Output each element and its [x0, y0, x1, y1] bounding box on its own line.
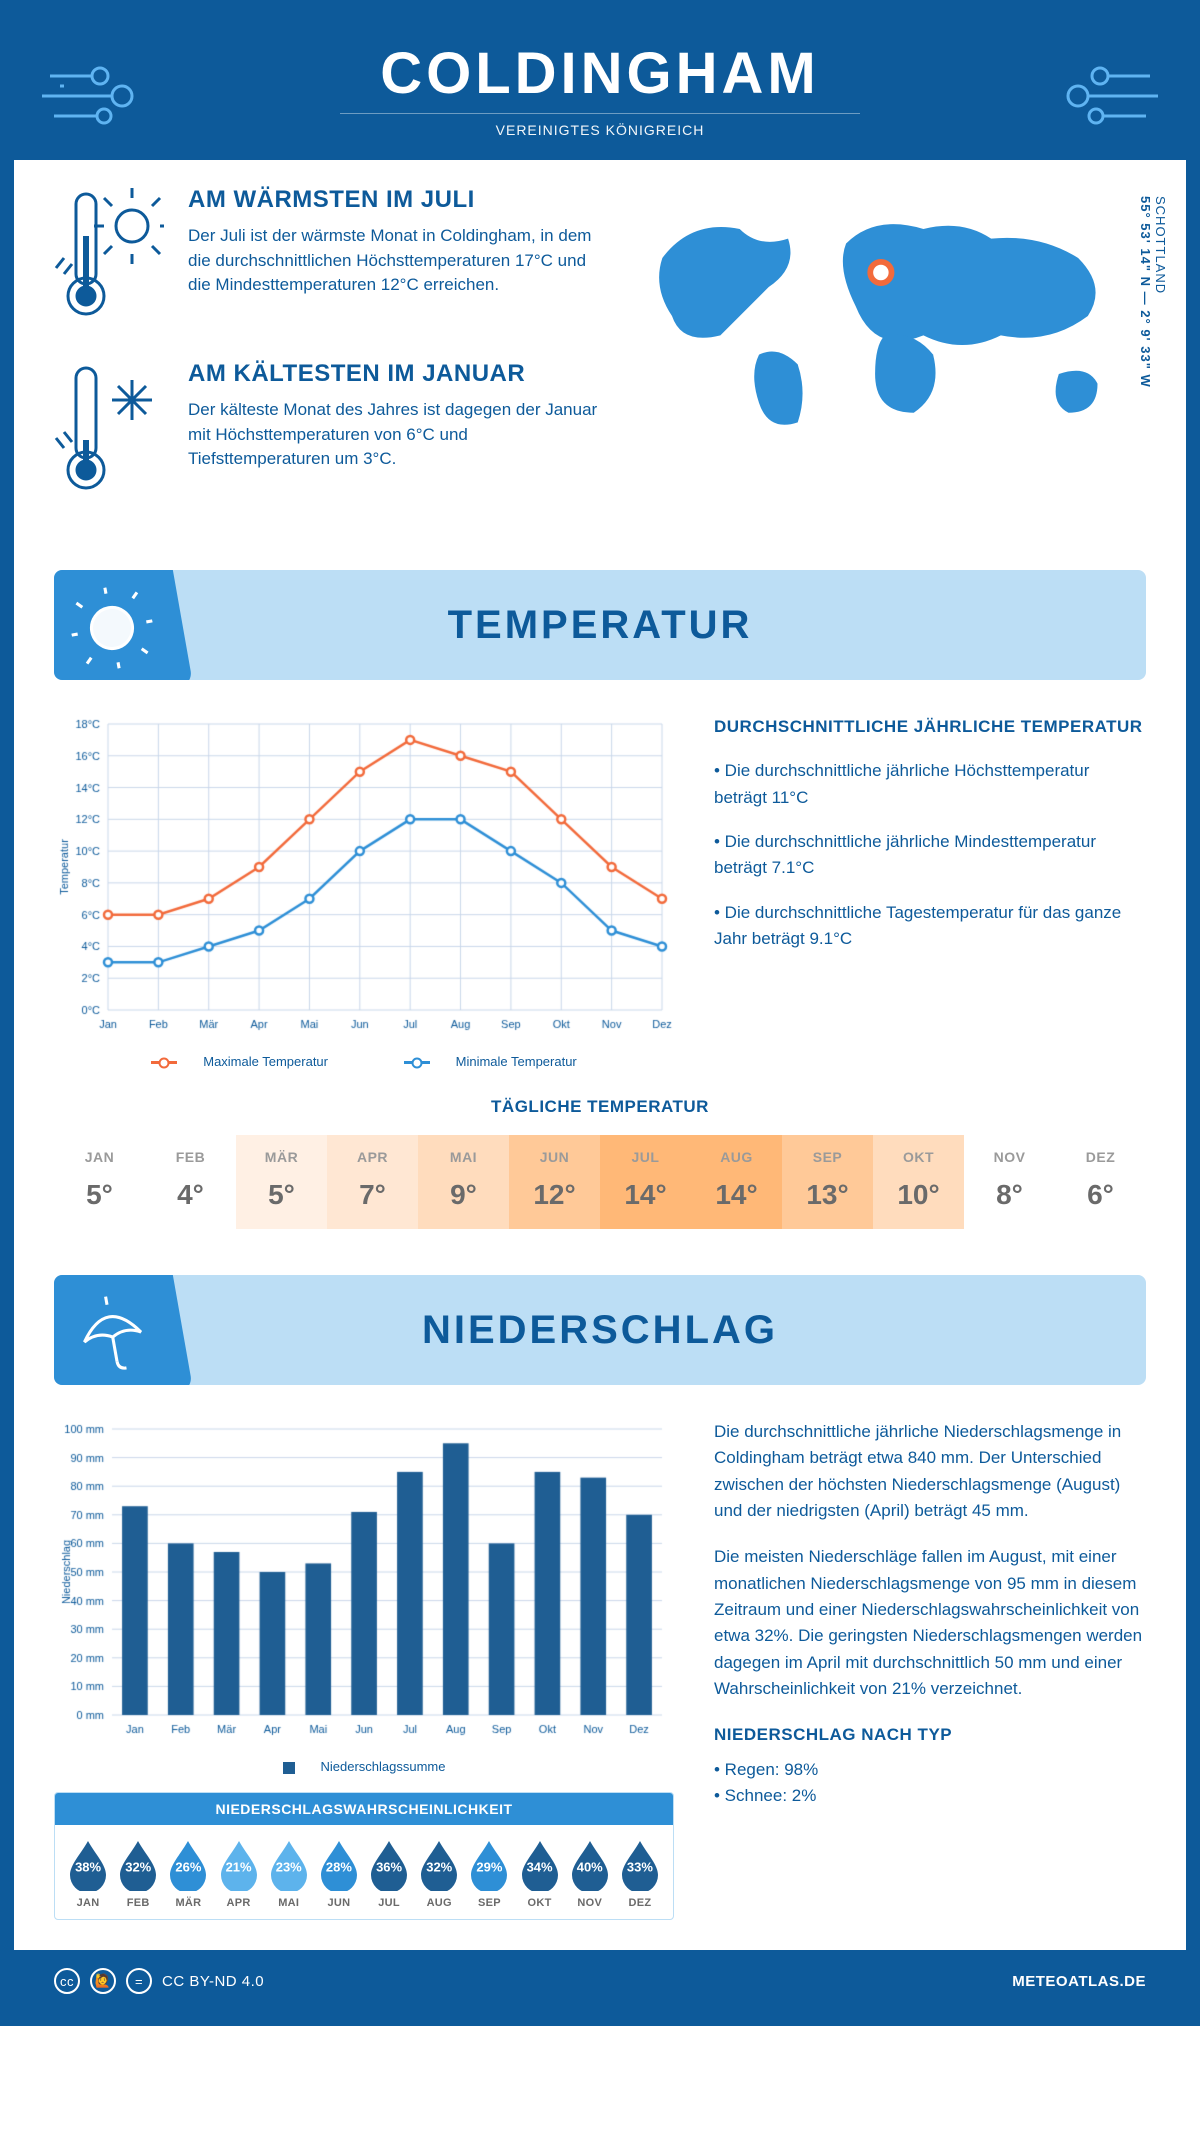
prob-cell: 33%DEZ — [615, 1839, 665, 1909]
prob-cell: 32%FEB — [113, 1839, 163, 1909]
cold-title: AM KÄLTESTEN IM JANUAR — [188, 360, 607, 388]
daily-cell: DEZ6° — [1055, 1135, 1146, 1229]
header: COLDINGHAM VEREINIGTES KÖNIGREICH — [14, 14, 1186, 160]
daily-cell: AUG14° — [691, 1135, 782, 1229]
daily-temp-table: JAN5°FEB4°MÄR5°APR7°MAI9°JUN12°JUL14°AUG… — [54, 1135, 1146, 1229]
daily-cell: JAN5° — [54, 1135, 145, 1229]
prob-cell: 23%MAI — [264, 1839, 314, 1909]
prob-cell: 38%JAN — [63, 1839, 113, 1909]
prob-cell: 28%JUN — [314, 1839, 364, 1909]
page-title: COLDINGHAM — [340, 40, 860, 114]
umbrella-icon — [65, 1286, 160, 1381]
prob-cell: 26%MÄR — [163, 1839, 213, 1909]
daily-cell: JUN12° — [509, 1135, 600, 1229]
daily-cell: NOV8° — [964, 1135, 1055, 1229]
prob-cell: 36%JUL — [364, 1839, 414, 1909]
temperature-chart: Maximale Temperatur Minimale Temperatur — [54, 714, 674, 1069]
world-map — [643, 186, 1146, 446]
sun-icon — [65, 581, 160, 676]
coldest-block: AM KÄLTESTEN IM JANUAR Der kälteste Mona… — [54, 360, 607, 500]
by-icon: 🙋 — [90, 1968, 116, 1994]
precip-chart — [54, 1419, 674, 1749]
prob-cell: 29%SEP — [464, 1839, 514, 1909]
cc-icon: cc — [54, 1968, 80, 1994]
temperature-banner: TEMPERATUR — [54, 570, 1146, 680]
footer: cc 🙋 = CC BY-ND 4.0 METEOATLAS.DE — [14, 1950, 1186, 2012]
section-title-temperature: TEMPERATUR — [448, 603, 753, 648]
site-name: METEOATLAS.DE — [1012, 1973, 1146, 1990]
cold-text: Der kälteste Monat des Jahres ist dagege… — [188, 398, 607, 472]
daily-cell: SEP13° — [782, 1135, 873, 1229]
coordinates: SCHOTTLAND 55° 53' 14" N — 2° 9' 33" W — [1138, 196, 1168, 388]
daily-cell: MÄR5° — [236, 1135, 327, 1229]
daily-cell: FEB4° — [145, 1135, 236, 1229]
prob-cell: 21%APR — [214, 1839, 264, 1909]
warm-title: AM WÄRMSTEN IM JULI — [188, 186, 607, 214]
daily-cell: JUL14° — [600, 1135, 691, 1229]
nd-icon: = — [126, 1968, 152, 1994]
precip-legend: Niederschlagssumme — [54, 1759, 674, 1774]
precip-probability-box: NIEDERSCHLAGSWAHRSCHEINLICHKEIT 38%JAN32… — [54, 1792, 674, 1920]
prob-cell: 32%AUG — [414, 1839, 464, 1909]
section-title-precip: NIEDERSCHLAG — [422, 1308, 778, 1353]
temp-legend: Maximale Temperatur Minimale Temperatur — [54, 1054, 674, 1069]
page-subtitle: VEREINIGTES KÖNIGREICH — [14, 122, 1186, 138]
prob-cell: 40%NOV — [565, 1839, 615, 1909]
prob-cell: 34%OKT — [515, 1839, 565, 1909]
thermometer-hot-icon — [54, 186, 164, 326]
daily-cell: OKT10° — [873, 1135, 964, 1229]
license-text: CC BY-ND 4.0 — [162, 1973, 264, 1990]
daily-cell: APR7° — [327, 1135, 418, 1229]
temperature-summary: DURCHSCHNITTLICHE JÄHRLICHE TEMPERATUR •… — [714, 714, 1146, 1069]
daily-cell: MAI9° — [418, 1135, 509, 1229]
precip-summary: Die durchschnittliche jährliche Niedersc… — [714, 1419, 1146, 1920]
intro-section: AM WÄRMSTEN IM JULI Der Juli ist der wär… — [54, 186, 1146, 534]
precip-banner: NIEDERSCHLAG — [54, 1275, 1146, 1385]
warmest-block: AM WÄRMSTEN IM JULI Der Juli ist der wär… — [54, 186, 607, 326]
daily-temp-title: TÄGLICHE TEMPERATUR — [54, 1097, 1146, 1117]
map-pin-icon — [870, 262, 891, 283]
thermometer-cold-icon — [54, 360, 164, 500]
warm-text: Der Juli ist der wärmste Monat in Coldin… — [188, 224, 607, 298]
